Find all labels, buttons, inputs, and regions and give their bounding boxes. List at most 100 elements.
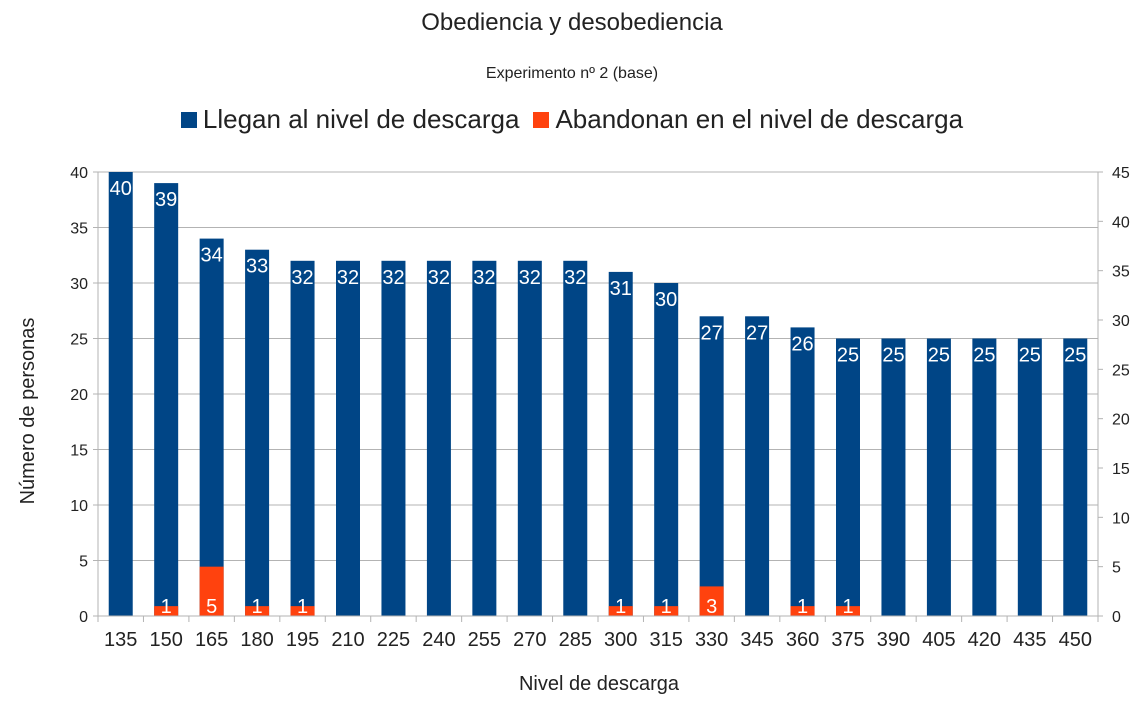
bar-llegan <box>790 327 815 616</box>
bars-llegan <box>108 172 1088 616</box>
y2-tick-label: 5 <box>1112 560 1121 577</box>
data-label-llegan: 32 <box>564 267 586 289</box>
x-tick-label: 345 <box>740 629 773 651</box>
x-tick-label: 420 <box>968 629 1001 651</box>
x-tick-label: 210 <box>331 629 364 651</box>
data-label-llegan: 32 <box>337 267 359 289</box>
bar-abandonan <box>654 606 679 616</box>
data-label-llegan: 25 <box>928 345 950 367</box>
data-label-llegan: 34 <box>201 245 223 267</box>
x-tick-label: 360 <box>786 629 819 651</box>
data-label-llegan: 30 <box>655 289 677 311</box>
y-axis-label: Número de personas <box>17 318 39 505</box>
chart-legend: Llegan al nivel de descarga Abandonan en… <box>0 104 1144 135</box>
x-tick-label: 270 <box>513 629 546 651</box>
bar-llegan <box>836 338 860 616</box>
data-label-llegan: 32 <box>291 267 313 289</box>
bar-llegan <box>381 260 406 616</box>
data-label-llegan: 26 <box>791 333 813 355</box>
y-tick-label: 0 <box>79 609 88 626</box>
y2-tick-label: 35 <box>1112 264 1130 281</box>
bar-abandonan <box>290 606 315 616</box>
bar-llegan <box>245 249 270 616</box>
x-tick-label: 165 <box>195 629 228 651</box>
data-label-llegan: 39 <box>155 189 177 211</box>
data-label-llegan: 32 <box>519 267 541 289</box>
x-tick-label: 450 <box>1059 629 1092 651</box>
data-label-llegan: 32 <box>473 267 495 289</box>
x-tick-label: 375 <box>831 629 864 651</box>
bar-llegan <box>926 338 951 616</box>
x-axis-label: Nivel de descarga <box>519 673 680 695</box>
y2-tick-label: 15 <box>1112 461 1130 478</box>
data-label-llegan: 27 <box>746 322 768 344</box>
bar-llegan <box>108 172 133 616</box>
data-label-abandonan: 5 <box>206 596 217 618</box>
bar-llegan <box>881 338 906 616</box>
bar-abandonan <box>790 606 815 616</box>
data-label-llegan: 31 <box>610 278 632 300</box>
y2-tick-label: 20 <box>1112 412 1130 429</box>
data-label-llegan: 32 <box>382 267 404 289</box>
y2-tick-label: 10 <box>1112 510 1130 527</box>
data-label-llegan: 33 <box>246 256 268 278</box>
x-tick-label: 180 <box>240 629 273 651</box>
y-tick-label: 25 <box>70 332 88 349</box>
y2-tick-label: 25 <box>1112 362 1130 379</box>
data-label-llegan: 25 <box>837 345 859 367</box>
y-tick-label: 35 <box>70 221 88 238</box>
y2-tick-label: 40 <box>1112 214 1130 231</box>
legend-swatch-llegan <box>180 111 197 128</box>
x-tick-label: 405 <box>922 629 955 651</box>
chart-title: Obediencia y desobediencia <box>421 9 723 36</box>
bar-llegan <box>745 316 770 616</box>
y2-tick-label: 45 <box>1112 165 1130 182</box>
x-tick-label: 195 <box>286 629 319 651</box>
data-label-llegan: 25 <box>1019 345 1041 367</box>
data-label-abandonan: 1 <box>615 596 626 618</box>
data-label-llegan: 25 <box>882 345 904 367</box>
x-tick-label: 255 <box>468 629 501 651</box>
data-label-abandonan: 3 <box>706 596 717 618</box>
y2-tick-label: 0 <box>1112 609 1121 626</box>
data-label-abandonan: 1 <box>297 596 308 618</box>
data-label-abandonan: 1 <box>797 596 808 618</box>
bar-abandonan <box>245 606 270 616</box>
x-tick-label: 330 <box>695 629 728 651</box>
y2-tick-label: 30 <box>1112 313 1130 330</box>
bars-abandonan <box>154 566 860 616</box>
data-label-abandonan: 1 <box>842 596 853 618</box>
x-tick-label: 300 <box>604 629 637 651</box>
data-label-llegan: 25 <box>1064 345 1086 367</box>
bar-llegan <box>290 260 315 616</box>
x-tick-label: 240 <box>422 629 455 651</box>
bar-llegan <box>699 316 724 616</box>
y-tick-label: 15 <box>70 443 88 460</box>
data-label-llegan: 25 <box>973 345 995 367</box>
chart-subtitle: Experimento nº 2 (base) <box>485 65 659 82</box>
bar-llegan <box>1063 338 1088 616</box>
legend-swatch-abandonan <box>533 111 550 128</box>
bar-llegan <box>608 271 633 616</box>
bar-abandonan <box>699 586 724 616</box>
bar-llegan <box>336 260 360 616</box>
y-tick-label: 30 <box>70 276 88 293</box>
bar-llegan <box>654 283 679 616</box>
bar-llegan <box>563 260 588 616</box>
x-tick-label: 150 <box>149 629 182 651</box>
x-tick-label: 135 <box>104 629 137 651</box>
bar-abandonan <box>836 606 860 616</box>
data-label-llegan: 40 <box>110 178 132 200</box>
bar-llegan <box>426 260 451 616</box>
legend-item-llegan: Llegan al nivel de descarga <box>180 104 519 135</box>
bar-llegan <box>1017 338 1042 616</box>
bar-abandonan <box>154 606 179 616</box>
x-tick-label: 435 <box>1013 629 1046 651</box>
bar-abandonan <box>199 566 224 616</box>
bar-llegan <box>154 183 179 616</box>
bar-abandonan <box>608 606 633 616</box>
bar-llegan <box>517 260 542 616</box>
